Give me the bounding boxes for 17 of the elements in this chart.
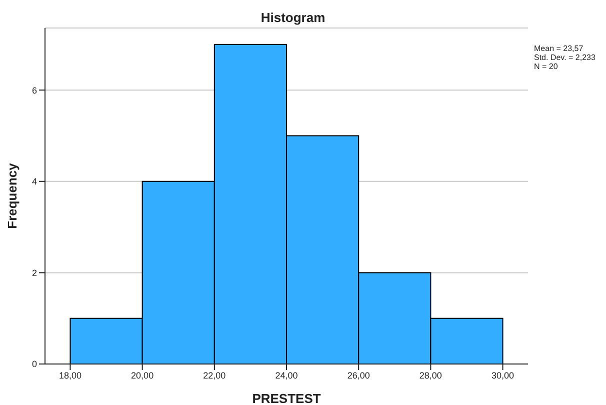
y-tick-label: 0 [32, 359, 37, 370]
x-tick-label: 24,00 [275, 370, 298, 380]
y-tick-label: 4 [32, 176, 37, 187]
text: N = 20 [534, 62, 559, 71]
text: Std. Dev. = 2,233 [534, 53, 596, 62]
x-tick-label: 22,00 [203, 370, 226, 380]
x-tick-label: 26,00 [347, 370, 370, 380]
x-tick-label: 28,00 [419, 370, 442, 380]
chart-title: Histogram [260, 10, 326, 25]
y-tick-label: 6 [32, 85, 37, 96]
x-axis-title: PRESTEST [252, 391, 321, 405]
x-tick-label: 30,00 [492, 370, 514, 380]
y-tick-label: 2 [32, 268, 37, 278]
x-tick-label: 20,00 [131, 370, 154, 380]
text: Mean = 23,57 [534, 44, 584, 53]
x-tick-label: 18,00 [58, 370, 82, 380]
y-axis-title: Frequency [4, 162, 20, 229]
